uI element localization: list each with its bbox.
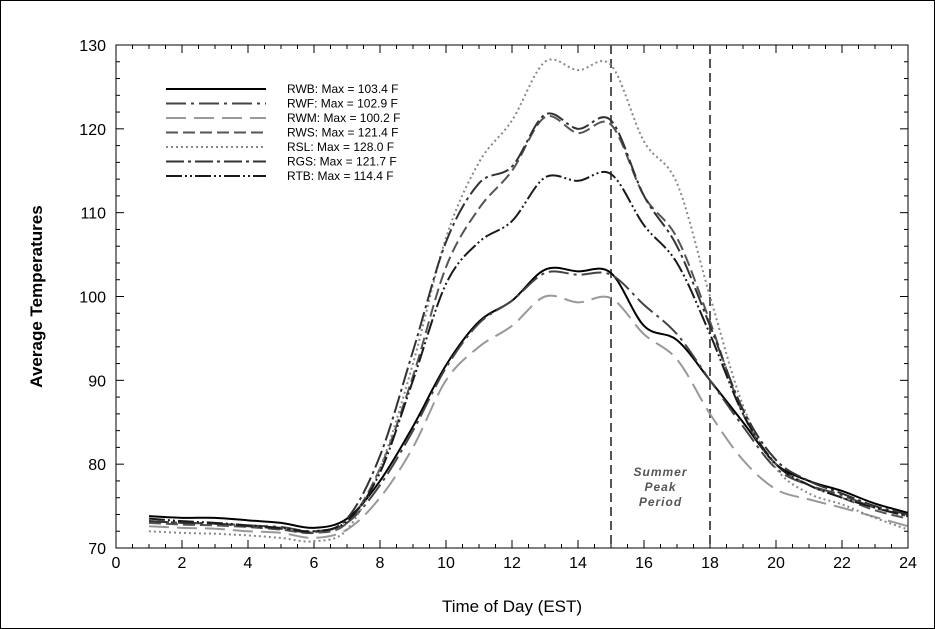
annotation-line-0: Summer [633, 465, 687, 479]
series-line-5 [148, 112, 909, 534]
x-tick-label: 12 [503, 555, 521, 572]
series-line-6 [148, 170, 909, 533]
legend-label-1: RWF: Max = 102.9 F [287, 97, 398, 111]
x-tick-label: 14 [569, 555, 587, 572]
series-line-2 [148, 294, 909, 539]
x-tick-label: 4 [244, 555, 253, 572]
x-tick-label: 2 [178, 555, 187, 572]
x-tick-label: 18 [701, 555, 719, 572]
y-tick-label: 120 [79, 122, 106, 139]
annotation-line-2: Period [639, 495, 682, 509]
y-tick-label: 130 [79, 38, 106, 55]
x-axis-title: Time of Day (EST) [442, 597, 582, 616]
y-tick-label: 110 [80, 206, 106, 223]
x-tick-label: 10 [437, 555, 455, 572]
legend-label-0: RWB: Max = 103.4 F [287, 82, 399, 96]
series-layer [148, 58, 909, 543]
series-line-1 [148, 270, 909, 533]
series-line-3 [148, 114, 909, 535]
series-line-0 [148, 266, 909, 529]
y-tick-label: 70 [88, 541, 106, 558]
x-tick-label: 6 [310, 555, 319, 572]
x-tick-label: 16 [635, 555, 653, 572]
y-tick-label: 100 [79, 290, 106, 307]
x-tick-label: 22 [833, 555, 851, 572]
legend-label-6: RTB: Max = 114.4 F [287, 169, 394, 183]
y-tick-label: 90 [88, 373, 106, 390]
legend-label-3: RWS: Max = 121.4 F [287, 126, 399, 140]
annotation-line-1: Peak [644, 480, 676, 494]
x-tick-label: 24 [899, 555, 917, 572]
legend-label-4: RSL: Max = 128.0 F [287, 140, 394, 154]
legend-label-5: RGS: Max = 121.7 F [287, 155, 397, 169]
y-tick-label: 80 [88, 457, 106, 474]
x-tick-label: 20 [767, 555, 785, 572]
x-tick-label: 8 [376, 555, 385, 572]
legend-label-2: RWM: Max = 100.2 F [287, 111, 400, 125]
y-axis-title: Average Temperatures [27, 205, 46, 387]
x-tick-label: 0 [112, 555, 121, 572]
